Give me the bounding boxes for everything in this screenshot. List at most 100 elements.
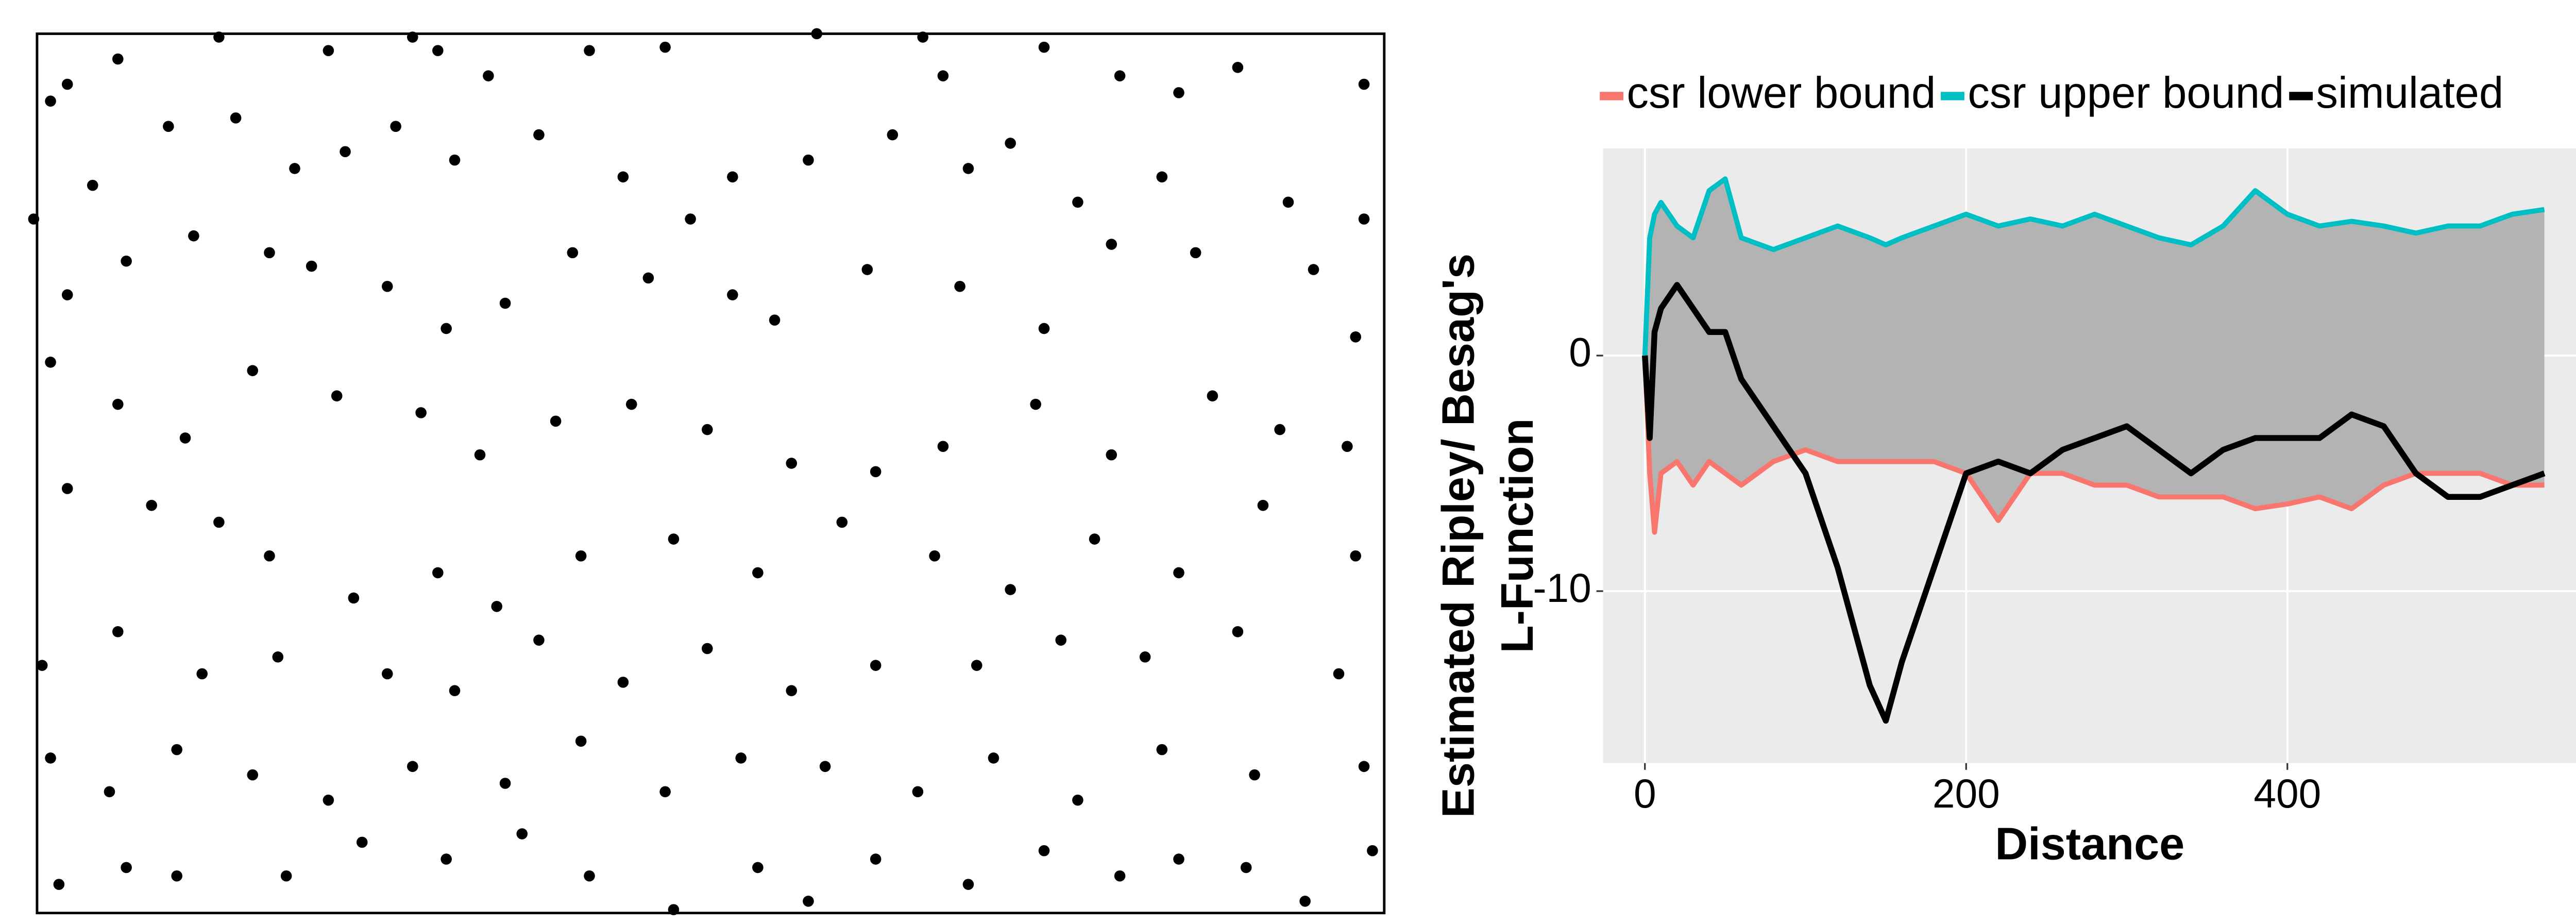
y-tick-label: -10 xyxy=(1533,565,1591,611)
point xyxy=(1358,78,1370,90)
point xyxy=(272,651,284,663)
point xyxy=(836,516,848,528)
point xyxy=(1207,390,1218,401)
point xyxy=(870,466,882,478)
point xyxy=(356,836,368,848)
point xyxy=(45,752,56,764)
point xyxy=(1342,441,1353,452)
point xyxy=(642,272,654,284)
point xyxy=(1350,550,1362,562)
point xyxy=(659,786,671,798)
point xyxy=(1005,138,1016,149)
point xyxy=(533,634,545,646)
point xyxy=(188,230,199,242)
point xyxy=(264,247,275,259)
point xyxy=(1173,87,1184,98)
point xyxy=(1055,634,1066,646)
point xyxy=(45,95,56,107)
y-tick-label: 0 xyxy=(1569,330,1591,375)
point xyxy=(917,31,928,43)
point xyxy=(1232,62,1244,73)
point xyxy=(937,441,949,452)
point xyxy=(1299,895,1311,907)
point xyxy=(121,862,132,873)
point xyxy=(264,550,275,562)
point xyxy=(584,45,595,56)
point xyxy=(870,660,882,671)
point xyxy=(929,550,940,562)
point xyxy=(727,289,738,300)
point xyxy=(1350,331,1362,343)
point xyxy=(171,744,182,755)
point xyxy=(962,163,974,174)
point xyxy=(499,778,511,789)
point xyxy=(499,297,511,309)
point xyxy=(61,289,73,300)
point xyxy=(575,550,587,562)
point xyxy=(440,853,452,865)
point xyxy=(163,121,174,132)
point xyxy=(1333,668,1345,680)
point xyxy=(533,129,545,141)
point xyxy=(323,794,334,806)
point xyxy=(702,424,713,435)
point xyxy=(483,70,494,81)
point xyxy=(803,895,814,907)
point xyxy=(819,761,831,772)
point xyxy=(104,786,115,798)
point xyxy=(1089,533,1100,545)
point xyxy=(146,499,157,511)
point xyxy=(937,70,949,81)
point xyxy=(988,752,999,764)
point xyxy=(432,45,444,56)
point xyxy=(550,415,562,427)
point xyxy=(912,786,924,798)
point xyxy=(1190,247,1201,259)
point xyxy=(179,432,191,444)
point xyxy=(786,685,798,696)
point xyxy=(861,264,873,275)
series-line xyxy=(1642,176,2545,356)
point xyxy=(87,179,98,191)
point xyxy=(1072,196,1083,208)
point xyxy=(390,121,401,132)
point xyxy=(61,483,73,494)
point xyxy=(769,314,781,326)
point xyxy=(407,761,418,772)
x-tick-label: 0 xyxy=(1634,771,1656,816)
point xyxy=(786,458,798,469)
point xyxy=(752,862,764,873)
point xyxy=(1038,845,1050,856)
point xyxy=(1173,853,1184,865)
point xyxy=(1240,862,1252,873)
point xyxy=(962,879,974,890)
point xyxy=(1156,171,1168,183)
point xyxy=(432,567,444,579)
point xyxy=(516,828,528,839)
point xyxy=(440,323,452,334)
point xyxy=(567,247,579,259)
point xyxy=(1139,651,1151,663)
point xyxy=(625,398,637,410)
point xyxy=(1038,323,1050,334)
point xyxy=(61,78,73,90)
point xyxy=(247,365,259,376)
point xyxy=(381,668,393,680)
legend-key xyxy=(1600,92,1623,100)
legend-label: simulated xyxy=(2316,69,2504,117)
point xyxy=(331,390,343,401)
point xyxy=(735,752,747,764)
point xyxy=(112,398,124,410)
point xyxy=(811,28,823,40)
point xyxy=(213,516,225,528)
point xyxy=(474,449,486,461)
legend-key xyxy=(1941,92,1964,100)
y-axis-title: Estimated Ripley/ Besag's xyxy=(1432,254,1483,818)
point xyxy=(53,879,65,890)
point xyxy=(1072,794,1083,806)
point xyxy=(584,870,595,882)
point xyxy=(727,171,738,183)
point xyxy=(659,41,671,53)
point xyxy=(1308,264,1319,275)
